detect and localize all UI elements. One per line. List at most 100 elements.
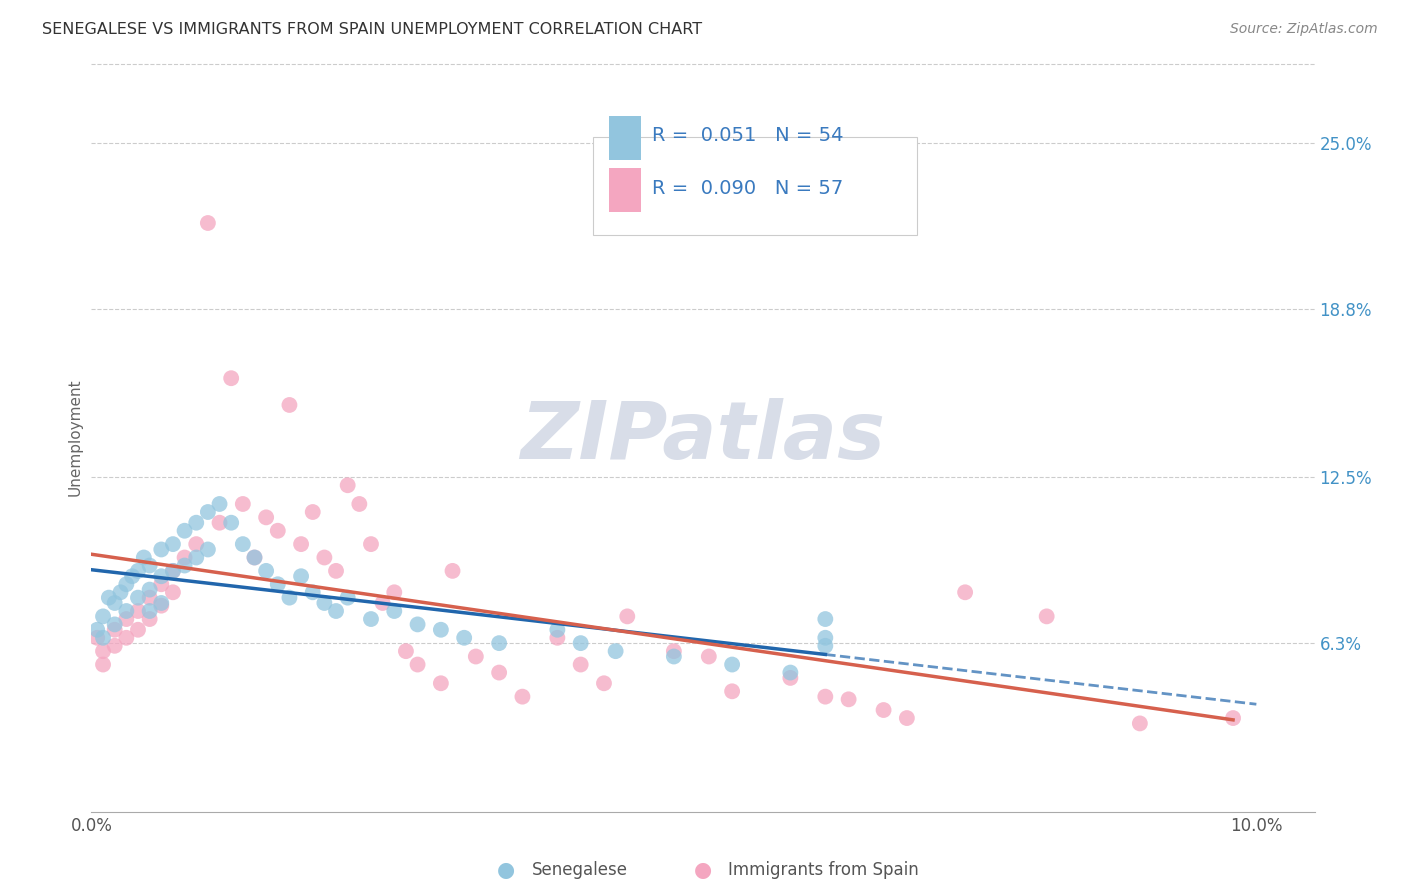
Point [395,644,418,658]
Point [115,612,138,626]
Point [267,524,290,538]
FancyBboxPatch shape [609,116,641,160]
Point [278,398,301,412]
Point [371,596,394,610]
Point [464,649,486,664]
Point [186,537,208,551]
Point [325,604,347,618]
Point [301,505,323,519]
Point [197,216,219,230]
Point [208,497,231,511]
Point [1035,609,1057,624]
Point [382,585,405,599]
Point [721,684,744,698]
Point [197,542,219,557]
Point [197,505,219,519]
Point [115,577,138,591]
Point [138,612,160,626]
Point [173,524,195,538]
Point [290,569,312,583]
Point [814,612,837,626]
Point [186,550,208,565]
Point [546,623,568,637]
Point [91,657,114,672]
Point [278,591,301,605]
Point [150,569,173,583]
Point [488,636,510,650]
Point [150,577,173,591]
Point [779,671,801,685]
Point [254,564,277,578]
Point [162,564,184,578]
Point [127,623,149,637]
Point [162,564,184,578]
Point [162,537,184,551]
Point [593,676,616,690]
Point [208,516,231,530]
Point [173,550,195,565]
Point [872,703,894,717]
Point [546,631,568,645]
Point [219,516,242,530]
Point [150,599,173,613]
Point [441,564,464,578]
Point [127,591,149,605]
Point [1222,711,1244,725]
Point [254,510,277,524]
Point [605,644,627,658]
Y-axis label: Unemployment: Unemployment [67,378,83,496]
Point [360,537,382,551]
Point [138,558,160,573]
Point [232,537,254,551]
Point [453,631,475,645]
Text: Source: ZipAtlas.com: Source: ZipAtlas.com [1230,22,1378,37]
Point [104,639,127,653]
Point [115,604,138,618]
Text: ●: ● [695,860,711,880]
Point [662,649,685,664]
Point [186,516,208,530]
Point [173,558,195,573]
Point [104,617,127,632]
Point [779,665,801,680]
Point [150,542,173,557]
Point [138,582,160,597]
Point [814,639,837,653]
Point [97,591,120,605]
Point [838,692,860,706]
Point [721,657,744,672]
Point [406,617,429,632]
Point [162,585,184,599]
FancyBboxPatch shape [609,168,641,212]
Point [896,711,918,725]
Point [132,550,155,565]
Point [91,644,114,658]
Text: R =  0.090   N = 57: R = 0.090 N = 57 [651,178,842,198]
Point [138,591,160,605]
Point [814,631,837,645]
Point [430,623,453,637]
Point [127,604,149,618]
Point [360,612,382,626]
Point [104,623,127,637]
Text: SENEGALESE VS IMMIGRANTS FROM SPAIN UNEMPLOYMENT CORRELATION CHART: SENEGALESE VS IMMIGRANTS FROM SPAIN UNEM… [42,22,703,37]
Point [86,623,108,637]
Text: ●: ● [498,860,515,880]
Point [104,596,127,610]
Point [336,591,359,605]
Point [488,665,510,680]
Point [314,596,336,610]
Point [110,585,132,599]
Point [243,550,266,565]
Point [616,609,638,624]
Point [301,585,323,599]
Point [127,564,149,578]
Point [267,577,290,591]
Point [290,537,312,551]
Point [349,497,371,511]
Point [406,657,429,672]
Point [91,609,114,624]
Point [219,371,242,385]
Point [430,676,453,690]
Point [1129,716,1152,731]
